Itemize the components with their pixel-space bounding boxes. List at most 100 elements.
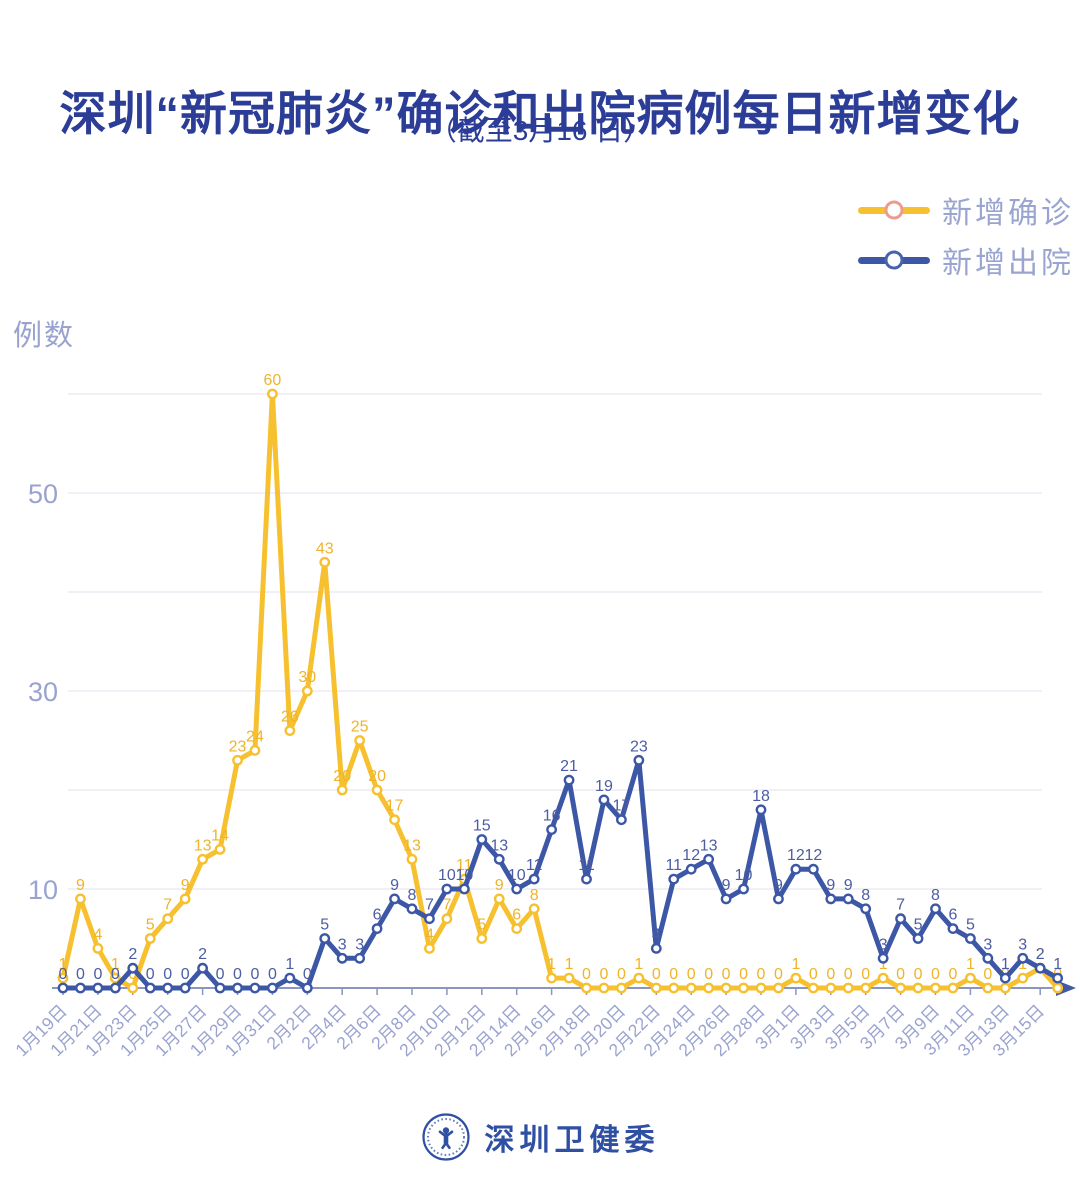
confirmed-value-label: 0 (704, 966, 713, 983)
confirmed-point (598, 982, 610, 994)
discharged-point (511, 883, 523, 895)
confirmed-value-label: 0 (599, 966, 608, 983)
discharged-point (75, 982, 86, 994)
confirmed-point (319, 556, 331, 568)
confirmed-point (773, 982, 784, 994)
confirmed-value-label: 20 (368, 768, 386, 785)
discharged-point (912, 933, 924, 944)
confirmed-point (75, 893, 86, 905)
confirmed-value-label: 9 (76, 877, 85, 894)
confirmed-point (895, 982, 906, 994)
discharged-value-label: 16 (543, 808, 561, 825)
discharged-value-label: 10 (455, 867, 473, 884)
confirmed-value-label: 17 (386, 798, 404, 815)
confirmed-point (336, 784, 348, 796)
discharged-point (458, 883, 470, 895)
discharged-point (1017, 952, 1029, 964)
confirmed-value-label: 0 (896, 966, 905, 983)
legend-marker-discharged (884, 250, 904, 270)
discharged-value-label: 3 (338, 936, 347, 953)
discharged-value-label: 9 (722, 877, 731, 894)
discharged-value-label: 5 (966, 917, 975, 934)
confirmed-value-label: 0 (669, 966, 678, 983)
discharged-value-label: 12 (682, 847, 700, 864)
confirmed-value-label: 4 (425, 926, 434, 943)
logo-figure-arms (438, 1130, 453, 1138)
discharged-point (1034, 962, 1046, 974)
discharged-value-label: 7 (425, 897, 434, 914)
discharged-point (214, 982, 226, 994)
discharged-value-label: 0 (268, 966, 277, 983)
confirmed-value-label: 24 (246, 728, 264, 745)
discharged-point (144, 982, 156, 994)
discharged-point (528, 873, 540, 885)
confirmed-value-label: 0 (948, 966, 957, 983)
discharged-value-label: 2 (1036, 946, 1045, 963)
confirmed-value-label: 43 (316, 540, 334, 557)
discharged-value-label: 0 (111, 966, 120, 983)
confirmed-point (616, 982, 627, 994)
discharged-point (807, 863, 819, 875)
confirmed-point (930, 982, 941, 994)
discharged-point (197, 962, 209, 974)
confirmed-point (528, 903, 540, 915)
discharged-value-label: 9 (844, 877, 853, 894)
confirmed-point (284, 725, 296, 736)
discharged-point (301, 982, 313, 994)
confirmed-point (127, 982, 139, 994)
confirmed-point (999, 982, 1011, 994)
confirmed-point (965, 972, 976, 984)
discharged-point (685, 863, 697, 875)
confirmed-point (214, 844, 226, 855)
discharged-value-label: 0 (163, 966, 172, 983)
confirmed-point (301, 685, 313, 697)
legend-line-confirmed (858, 200, 930, 220)
confirmed-point (807, 982, 819, 994)
discharged-point (930, 903, 941, 915)
confirmed-value-label: 0 (844, 966, 853, 983)
discharged-point (790, 863, 802, 875)
confirmed-point (877, 972, 889, 984)
discharged-value-label: 1 (1001, 956, 1010, 973)
discharged-value-label: 13 (490, 837, 508, 854)
discharged-value-label: 0 (181, 966, 190, 983)
confirmed-point (144, 933, 156, 944)
confirmed-point (650, 982, 662, 994)
discharged-point (424, 913, 435, 925)
confirmed-value-label: 1 (879, 956, 888, 973)
confirmed-value-label: 0 (617, 966, 626, 983)
confirmed-point (511, 923, 523, 934)
discharged-point (650, 943, 662, 954)
confirmed-value-label: 5 (146, 917, 155, 934)
discharged-value-label: 10 (438, 867, 456, 884)
discharged-value-label: 9 (774, 877, 783, 894)
confirmed-point (860, 982, 872, 994)
discharged-point (860, 903, 872, 915)
footer: 深圳卫健委 (0, 1112, 1080, 1162)
confirmed-value-label: 13 (194, 837, 212, 854)
discharged-point (842, 893, 854, 905)
confirmed-point (546, 972, 557, 984)
confirmed-point (790, 972, 802, 984)
shenzhen-health-commission-logo (421, 1113, 470, 1161)
discharged-value-label: 3 (879, 936, 888, 953)
discharged-value-label: 2 (128, 946, 137, 963)
discharged-value-label: 1 (285, 956, 294, 973)
chart-title: 深圳“新冠肺炎”确诊和出院病例每日新增变化 (59, 87, 1021, 141)
confirmed-point (162, 913, 174, 925)
discharged-value-label: 8 (408, 887, 417, 904)
discharged-value-label: 11 (665, 857, 682, 874)
confirmed-value-label: 14 (211, 827, 229, 844)
discharged-value-label: 0 (216, 966, 225, 983)
discharged-value-label: 17 (613, 798, 631, 815)
discharged-point (284, 972, 296, 984)
logo-figure-legs (440, 1141, 451, 1150)
discharged-point (720, 893, 732, 905)
series-confirmed: 1941057913142324602630432025201713471159… (57, 372, 1064, 994)
confirmed-value-label: 0 (582, 966, 591, 983)
discharged-line (60, 757, 1061, 991)
confirmed-point (720, 982, 732, 994)
discharged-point (232, 982, 243, 994)
confirmed-point (842, 982, 854, 994)
